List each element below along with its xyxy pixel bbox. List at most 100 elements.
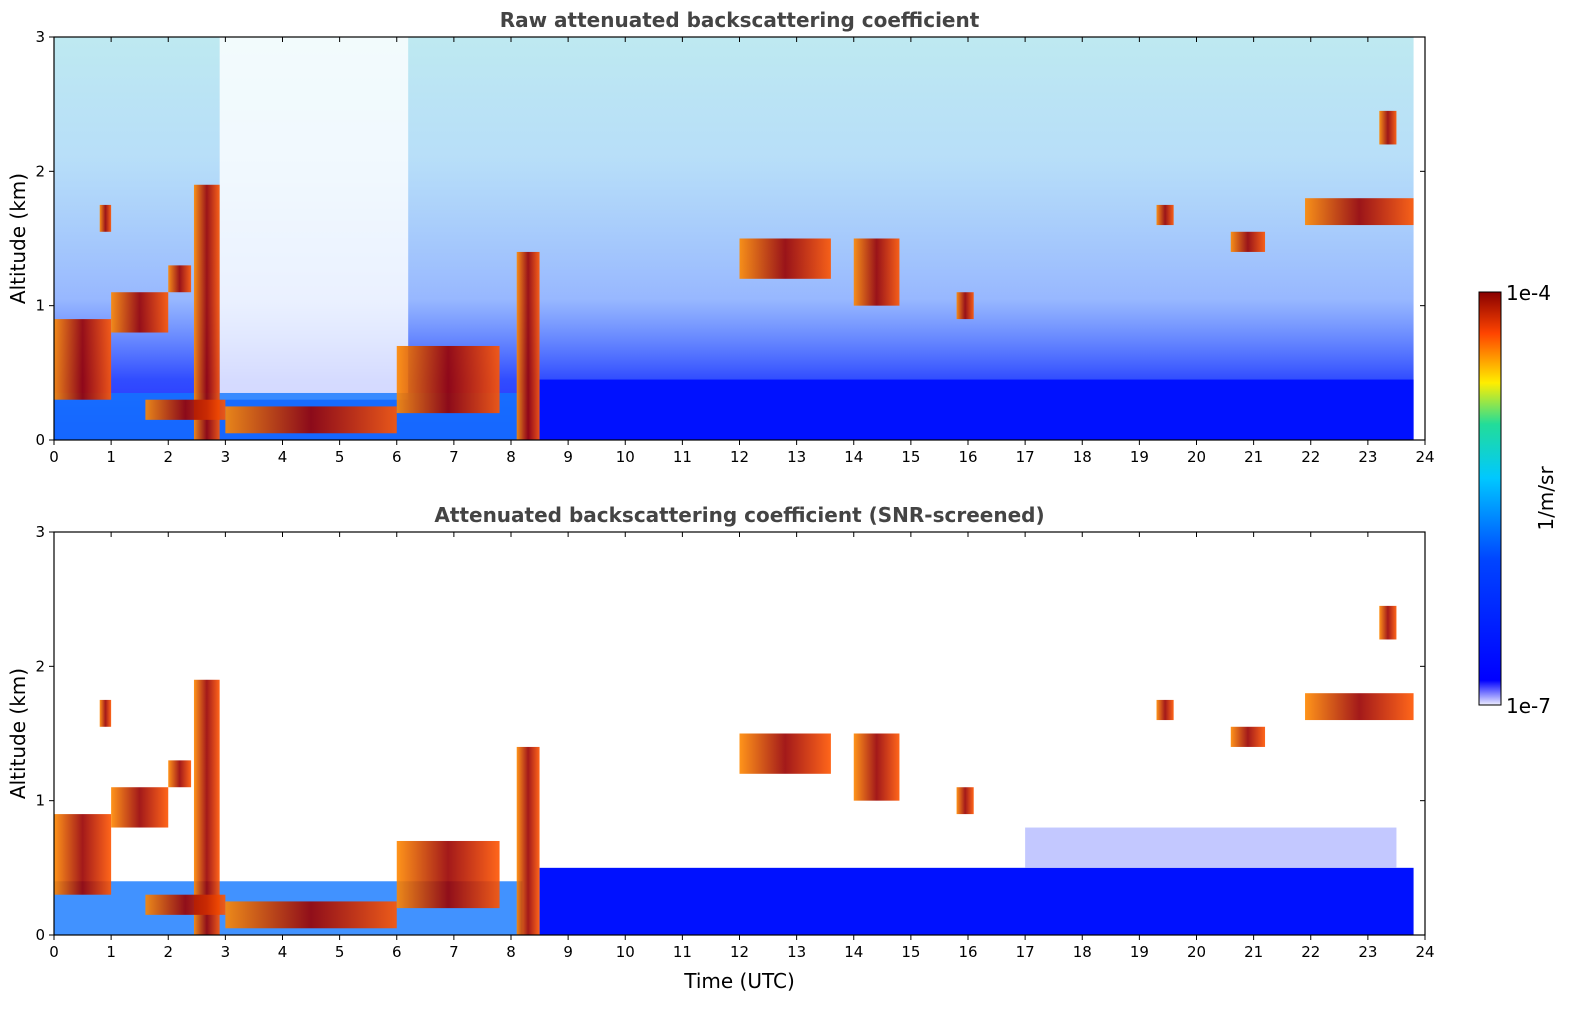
cloud-layer (516, 251, 540, 440)
x-tick-label: 4 (278, 448, 288, 466)
x-tick-label: 20 (1187, 943, 1206, 961)
x-tick-label: 18 (1073, 943, 1092, 961)
panel-title: Attenuated backscattering coefficient (S… (434, 503, 1044, 527)
colorbar-scale (1478, 291, 1502, 706)
x-tick-label: 24 (1415, 448, 1434, 466)
y-tick-label: 3 (35, 523, 45, 541)
x-tick-label: 15 (901, 448, 920, 466)
cloud-layer (145, 399, 226, 420)
x-tick-label: 17 (1016, 943, 1035, 961)
x-tick-label: 21 (1244, 943, 1263, 961)
x-tick-label: 16 (958, 448, 977, 466)
y-tick-label: 2 (35, 162, 45, 180)
x-tick-label: 21 (1244, 448, 1263, 466)
cloud-layer (168, 265, 192, 293)
x-tick-label: 8 (506, 448, 516, 466)
cloud-layer (956, 787, 974, 815)
plot-area-snr: 0 1 2 3 4 5 6 7 8 9 10 11 12 13 14 15 16 17 18 19 20 21 22 23 24… (35, 523, 1434, 961)
x-tick-label: 7 (449, 943, 459, 961)
cloud-layer (1230, 231, 1266, 252)
cloud-layer (193, 679, 220, 935)
x-tick-label: 11 (673, 943, 692, 961)
cloud-layer (396, 840, 500, 909)
x-tick-label: 3 (221, 448, 231, 466)
x-tick-label: 13 (787, 448, 806, 466)
y-tick-label: 1 (35, 297, 45, 315)
panel-snr-screened: Attenuated backscattering coefficient (S… (6, 503, 1435, 961)
x-tick-label: 20 (1187, 448, 1206, 466)
cloud-layer (1305, 198, 1414, 226)
x-tick-label: 13 (787, 943, 806, 961)
x-tick-label: 19 (1130, 448, 1149, 466)
plot-area-raw: 0 1 2 3 4 5 6 7 8 9 10 11 12 13 14 15 16 17 18 19 20 21 22 23 24… (35, 28, 1434, 466)
x-tick-label: 10 (616, 448, 635, 466)
x-tick-label: 23 (1358, 448, 1377, 466)
x-tick-label: 23 (1358, 943, 1377, 961)
y-tick-label: 1 (35, 792, 45, 810)
x-tick-label: 17 (1016, 448, 1035, 466)
cloud-layer (225, 901, 397, 929)
y-tick-label: 3 (35, 28, 45, 46)
cloud-layer (853, 733, 900, 801)
x-tick-label: 6 (392, 448, 402, 466)
cloud-layer (396, 345, 500, 414)
cloud-layer (54, 319, 112, 400)
x-tick-label: 0 (49, 448, 59, 466)
colorbar-unit-label: 1/m/sr (1534, 466, 1558, 531)
cloud-layer (1379, 605, 1397, 640)
cloud-layer (1156, 699, 1174, 721)
cloud-layer (739, 238, 831, 279)
x-tick-label: 11 (673, 448, 692, 466)
x-tick-label: 10 (616, 943, 635, 961)
x-tick-label: 7 (449, 448, 459, 466)
y-axis-label: Altitude (km) (6, 173, 30, 304)
cloud-layer (111, 292, 169, 333)
colorbar-max-label: 1e-4 (1506, 281, 1551, 305)
x-tick-label: 14 (844, 448, 863, 466)
x-tick-label: 15 (901, 943, 920, 961)
x-tick-label: 18 (1073, 448, 1092, 466)
colorbar-min-label: 1e-7 (1506, 694, 1551, 718)
y-tick-label: 2 (35, 657, 45, 675)
cloud-layer (1379, 110, 1397, 145)
cloud-layer (225, 406, 397, 434)
x-tick-label: 1 (106, 943, 116, 961)
x-tick-label: 8 (506, 943, 516, 961)
x-tick-label: 9 (563, 943, 573, 961)
boundary-layer-field (539, 379, 1414, 440)
cloud-layer (956, 292, 974, 320)
x-tick-label: 12 (730, 943, 749, 961)
panel-title: Raw attenuated backscattering coefficien… (500, 8, 980, 32)
cloud-layer (1156, 204, 1174, 226)
clear-air-region (219, 37, 409, 400)
x-tick-label: 5 (335, 943, 345, 961)
cloud-layer (193, 184, 220, 440)
y-tick-label: 0 (35, 431, 45, 449)
x-tick-label: 9 (563, 448, 573, 466)
x-tick-label: 22 (1301, 943, 1320, 961)
x-tick-label: 1 (106, 448, 116, 466)
x-tick-label: 2 (163, 448, 173, 466)
x-tick-label: 12 (730, 448, 749, 466)
cloud-layer (99, 204, 112, 232)
cloud-layer (145, 894, 226, 915)
cloud-layer (54, 814, 112, 895)
cloud-layer (111, 787, 169, 828)
x-tick-label: 24 (1415, 943, 1434, 961)
y-axis-label: Altitude (km) (6, 668, 30, 799)
x-tick-label: 2 (163, 943, 173, 961)
x-tick-label: 16 (958, 943, 977, 961)
cloud-layer (853, 238, 900, 306)
aerosol-layer-field (1025, 827, 1397, 868)
cloud-layer (1305, 693, 1414, 721)
x-tick-label: 6 (392, 943, 402, 961)
cloud-layer (1230, 726, 1266, 747)
cloud-layer (739, 733, 831, 774)
cloud-layer (168, 760, 192, 788)
x-tick-label: 4 (278, 943, 288, 961)
x-tick-label: 5 (335, 448, 345, 466)
x-tick-label: 0 (49, 943, 59, 961)
x-tick-label: 3 (221, 943, 231, 961)
panel-raw: Raw attenuated backscattering coefficien… (6, 8, 1435, 466)
